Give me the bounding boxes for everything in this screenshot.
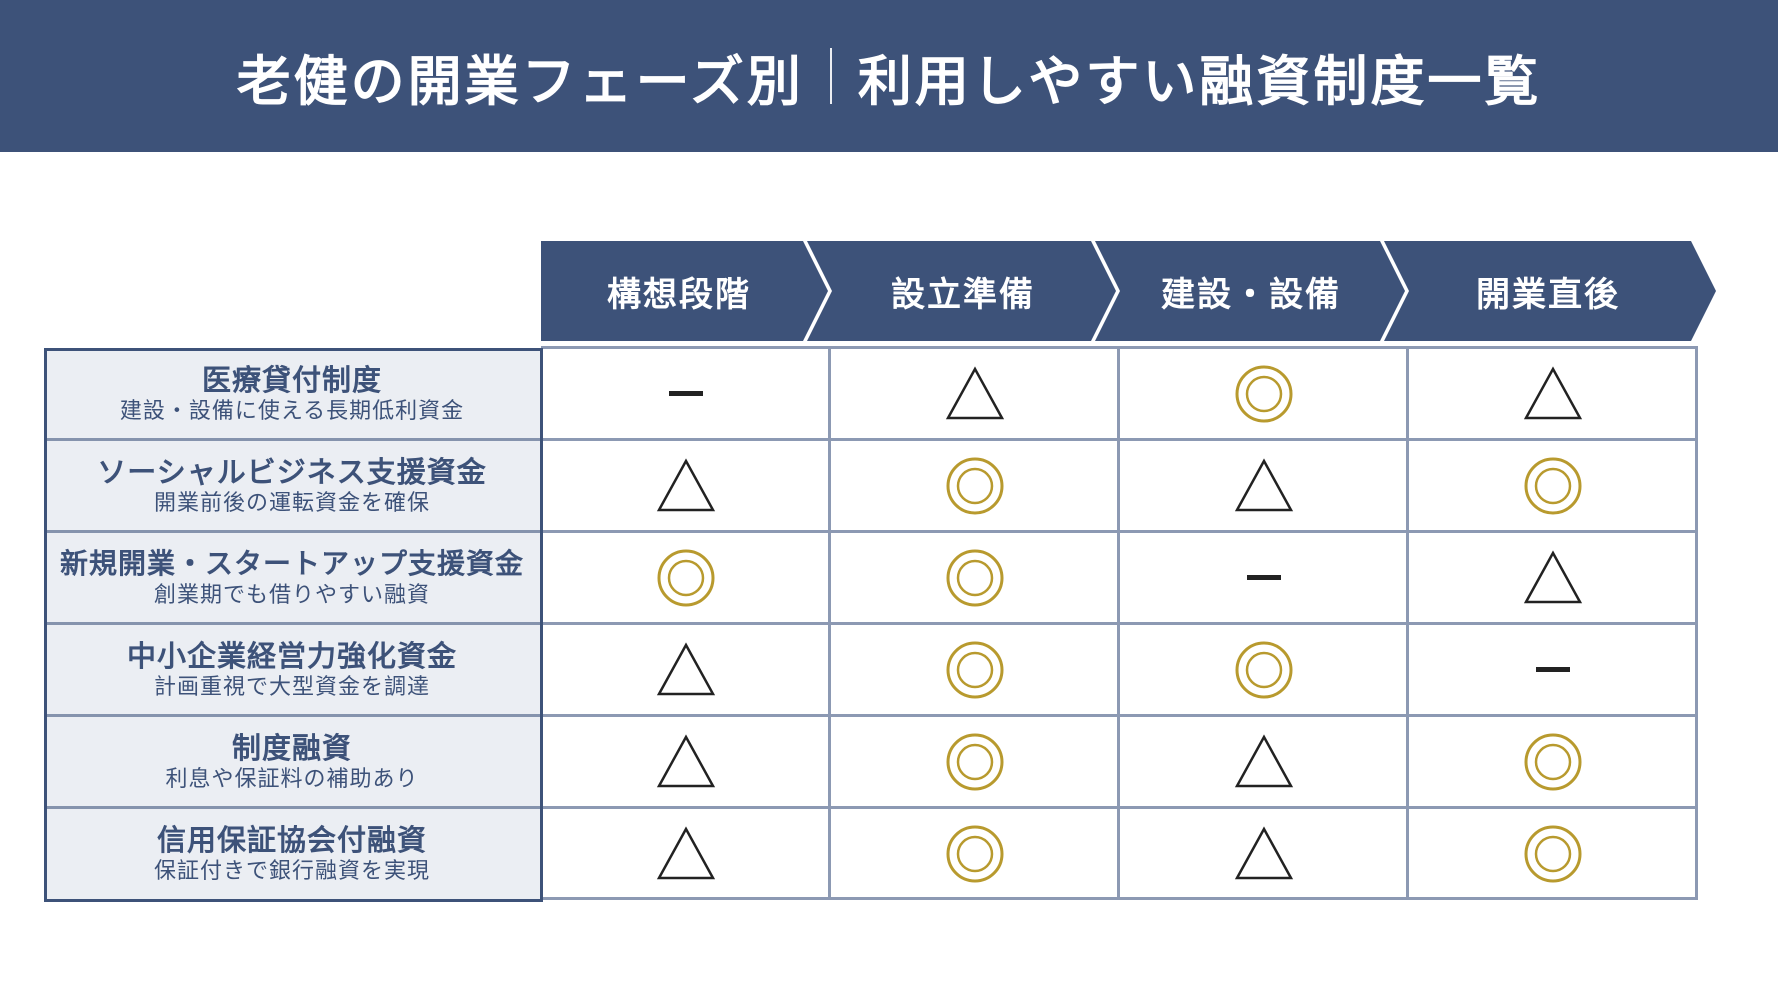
double-circle-icon xyxy=(1234,640,1294,700)
loan-description: 開業前後の運転資金を確保 xyxy=(153,491,430,516)
loan-name: 信用保証協会付融資 xyxy=(156,823,427,857)
rating-cell xyxy=(541,532,830,624)
rating-cell xyxy=(1119,348,1408,440)
rating-cell xyxy=(541,624,830,716)
triangle-icon xyxy=(1522,550,1584,606)
loan-label-cell: ソーシャルビジネス支援資金 開業前後の運転資金を確保 xyxy=(44,440,540,532)
rating-cell xyxy=(1408,348,1697,440)
rating-cell xyxy=(1408,440,1697,532)
triangle-icon xyxy=(655,642,717,698)
double-circle-icon xyxy=(945,732,1005,792)
rating-cell xyxy=(1119,532,1408,624)
loan-name: 制度融資 xyxy=(231,731,352,765)
loan-label-cell: 医療貸付制度 建設・設備に使える長期低利資金 xyxy=(44,348,540,440)
loan-label-cell: 中小企業経営力強化資金 計画重視で大型資金を調達 xyxy=(44,624,540,716)
rating-cell xyxy=(541,808,830,900)
dash-icon xyxy=(668,390,703,398)
triangle-icon xyxy=(1233,458,1295,514)
phase-concept: 構想段階 xyxy=(607,274,751,315)
phase-construction-equipment: 建設・設備 xyxy=(1161,274,1341,315)
triangle-icon xyxy=(655,826,717,882)
loan-name: ソーシャルビジネス支援資金 xyxy=(97,455,487,489)
double-circle-icon xyxy=(656,548,716,608)
row-divider xyxy=(44,622,540,625)
double-circle-icon xyxy=(1234,364,1294,424)
double-circle-icon xyxy=(945,640,1005,700)
double-circle-icon xyxy=(1523,732,1583,792)
rating-cell xyxy=(541,716,830,808)
row-divider xyxy=(44,806,540,809)
triangle-icon xyxy=(1233,826,1295,882)
phase-arrow-header: 構想段階 設立準備 建設・設備 開業直後 xyxy=(541,241,1721,341)
loan-label-cell: 新規開業・スタートアップ支援資金 創業期でも借りやすい融資 xyxy=(44,532,540,624)
rating-cell xyxy=(1119,808,1408,900)
triangle-icon xyxy=(1233,734,1295,790)
rating-cell xyxy=(1408,716,1697,808)
loan-name: 新規開業・スタートアップ支援資金 xyxy=(59,547,524,580)
grid-line xyxy=(1406,346,1409,900)
rating-cell xyxy=(1408,624,1697,716)
page-title: 老健の開業フェーズ別 利用しやすい融資制度一覧 xyxy=(237,37,1542,116)
loan-description: 建設・設備に使える長期低利資金 xyxy=(119,399,465,424)
triangle-icon xyxy=(944,366,1006,422)
phase-establishment-prep: 設立準備 xyxy=(891,274,1035,315)
rating-cell xyxy=(541,440,830,532)
dash-icon xyxy=(1535,666,1570,674)
rating-cell xyxy=(541,348,830,440)
rating-cell xyxy=(1408,808,1697,900)
rating-cell xyxy=(830,716,1119,808)
double-circle-icon xyxy=(1523,824,1583,884)
rating-cell xyxy=(830,808,1119,900)
phase-post-opening: 開業直後 xyxy=(1476,274,1620,315)
grid-line xyxy=(1117,346,1120,900)
triangle-icon xyxy=(655,458,717,514)
title-banner: 老健の開業フェーズ別 利用しやすい融資制度一覧 xyxy=(0,0,1778,152)
grid-line xyxy=(1695,346,1698,900)
dash-icon xyxy=(1246,574,1281,582)
rating-cell xyxy=(1119,716,1408,808)
double-circle-icon xyxy=(1523,456,1583,516)
row-divider xyxy=(44,714,540,717)
loan-name: 中小企業経営力強化資金 xyxy=(126,639,457,673)
loan-label-cell: 制度融資 利息や保証料の補助あり xyxy=(44,716,540,808)
triangle-icon xyxy=(1522,366,1584,422)
double-circle-icon xyxy=(945,824,1005,884)
loan-label-cell: 信用保証協会付融資 保証付きで銀行融資を実現 xyxy=(44,808,540,900)
page-title-right: 利用しやすい融資制度一覧 xyxy=(857,49,1542,113)
title-separator xyxy=(829,48,832,104)
row-divider xyxy=(44,438,540,441)
loan-name: 医療貸付制度 xyxy=(201,363,382,397)
rating-cell xyxy=(830,440,1119,532)
double-circle-icon xyxy=(945,548,1005,608)
page-title-left: 老健の開業フェーズ別 xyxy=(236,49,804,113)
rating-cell xyxy=(1408,532,1697,624)
loan-description: 保証付きで銀行融資を実現 xyxy=(153,859,430,884)
rating-cell xyxy=(1119,440,1408,532)
double-circle-icon xyxy=(945,456,1005,516)
loan-description: 創業期でも借りやすい融資 xyxy=(153,583,430,608)
triangle-icon xyxy=(655,734,717,790)
rating-cell xyxy=(830,532,1119,624)
phase-chevrons-graphic xyxy=(541,241,1716,341)
loan-description: 利息や保証料の補助あり xyxy=(165,767,419,792)
loan-description: 計画重視で大型資金を調達 xyxy=(153,675,430,700)
rating-cell xyxy=(1119,624,1408,716)
rating-cell xyxy=(830,348,1119,440)
grid-line xyxy=(828,346,831,900)
row-divider xyxy=(44,530,540,533)
rating-cell xyxy=(830,624,1119,716)
